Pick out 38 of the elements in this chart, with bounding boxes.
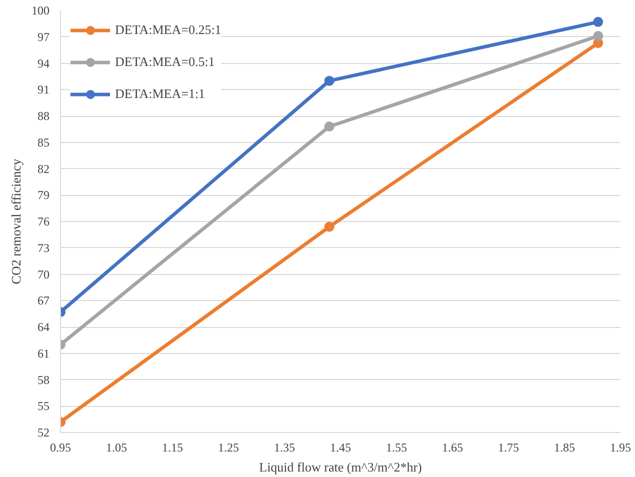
y-tick-label: 88	[38, 109, 50, 123]
x-tick-label: 1.75	[498, 440, 519, 454]
point	[324, 122, 334, 132]
y-tick-label: 94	[38, 56, 50, 70]
y-tick-label: 100	[32, 4, 50, 18]
x-tick-label: 0.95	[50, 440, 71, 454]
y-tick-label: 58	[38, 372, 50, 387]
y-tick-label: 91	[38, 82, 50, 97]
x-axis-title: Liquid flow rate (m^3/m^2*hr)	[259, 460, 422, 474]
y-tick-label: 64	[38, 320, 50, 334]
point	[593, 16, 604, 27]
y-tick-label: 67	[38, 294, 50, 308]
y-tick-label: 85	[38, 135, 50, 150]
y-tick-label: 70	[38, 267, 50, 282]
y-axis-title: CO2 removal efficiency	[8, 158, 24, 284]
x-tick-label: 1.35	[274, 440, 295, 454]
x-tick-label: 1.25	[218, 440, 239, 454]
x-tick-label: 1.15	[162, 440, 183, 454]
legend-label: DETA:MEA=0.25:1	[115, 22, 222, 38]
x-tick-label: 1.85	[554, 440, 575, 454]
y-tick-label: 73	[38, 240, 50, 255]
x-tick-label: 1.55	[386, 440, 407, 454]
point	[324, 76, 334, 86]
y-tick-label: 76	[38, 214, 50, 228]
x-tick-label: 1.05	[106, 440, 127, 454]
y-tick-label: 97	[38, 30, 50, 44]
x-tick-label: 1.65	[442, 440, 463, 454]
y-tick-label: 55	[38, 399, 50, 414]
y-tick-label: 61	[38, 346, 50, 360]
y-tick-label: 52	[38, 426, 50, 440]
y-tick-label: 82	[38, 162, 50, 176]
legend-label: DETA:MEA=0.5:1	[115, 54, 215, 70]
point	[324, 222, 334, 232]
x-tick-label: 1.95	[610, 440, 631, 454]
point	[593, 31, 604, 41]
x-tick-label: 1.45	[330, 440, 351, 454]
y-tick-label: 79	[38, 188, 50, 202]
legend-label: DETA:MEA=1:1	[115, 86, 206, 102]
